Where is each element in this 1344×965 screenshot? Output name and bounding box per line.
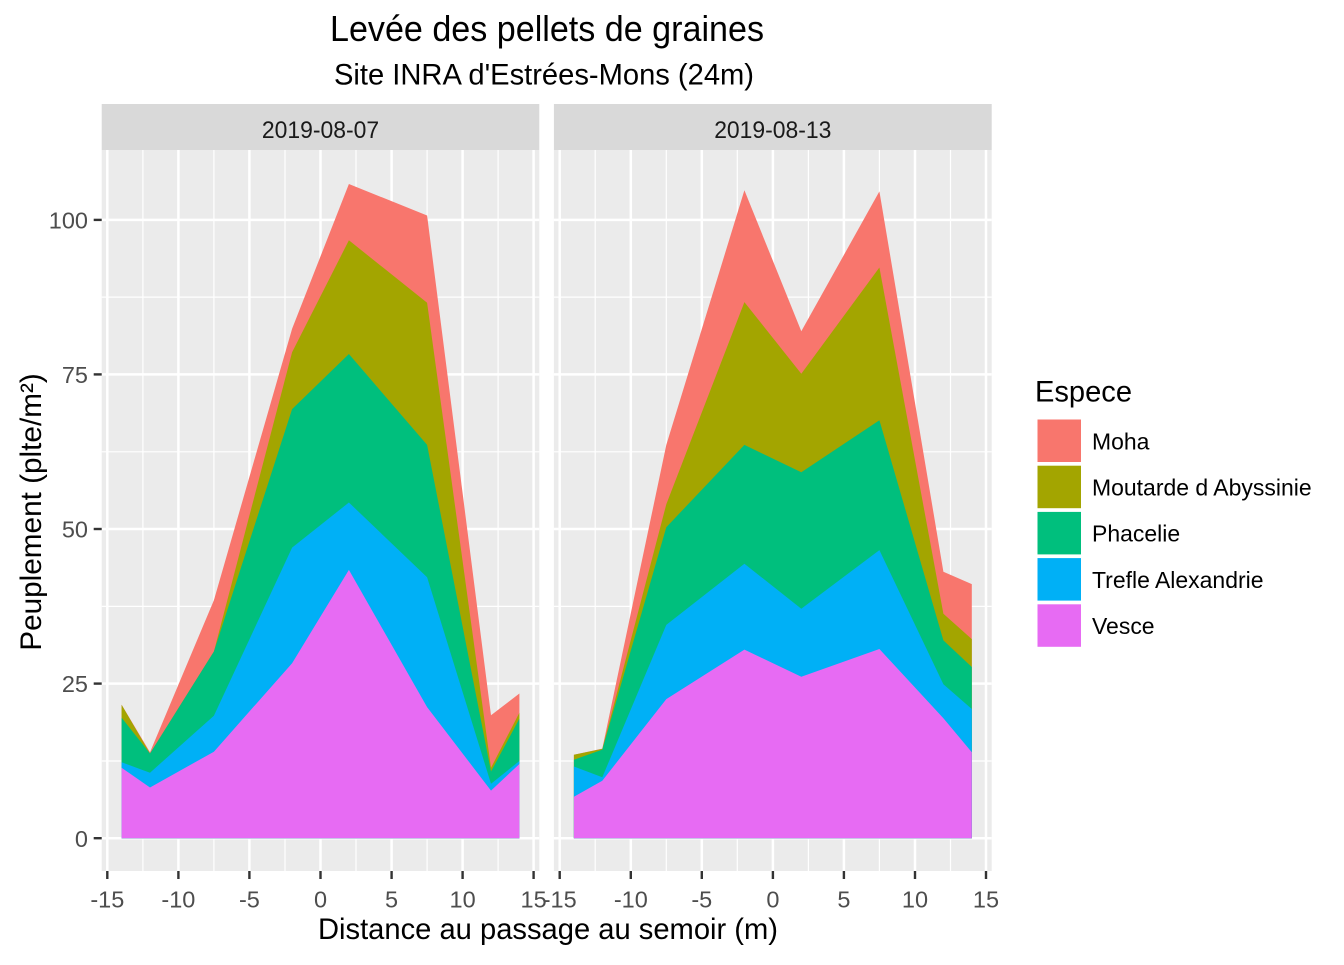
svg-text:5: 5: [837, 887, 850, 913]
svg-text:5: 5: [385, 887, 398, 913]
svg-text:-15: -15: [543, 887, 577, 913]
svg-text:-15: -15: [90, 887, 124, 913]
svg-text:25: 25: [62, 671, 88, 697]
svg-text:0: 0: [75, 826, 88, 852]
svg-text:Site INRA d'Estrées-Mons (24m): Site INRA d'Estrées-Mons (24m): [334, 59, 754, 92]
svg-text:15: 15: [973, 887, 999, 913]
svg-text:-5: -5: [239, 887, 260, 913]
svg-text:2019-08-13: 2019-08-13: [714, 118, 831, 144]
svg-text:0: 0: [314, 887, 327, 913]
svg-text:Moha: Moha: [1092, 428, 1150, 454]
svg-text:0: 0: [766, 887, 779, 913]
svg-text:Moutarde d Abyssinie: Moutarde d Abyssinie: [1092, 475, 1312, 501]
svg-text:15: 15: [521, 887, 547, 913]
svg-text:75: 75: [62, 362, 88, 388]
svg-text:Phacelie: Phacelie: [1092, 521, 1180, 547]
svg-text:Vesce: Vesce: [1092, 613, 1155, 639]
svg-text:Distance au passage au semoir: Distance au passage au semoir (m): [318, 913, 778, 946]
svg-text:100: 100: [49, 207, 88, 233]
svg-text:Levée des pellets de graines: Levée des pellets de graines: [330, 8, 764, 49]
svg-text:-5: -5: [691, 887, 712, 913]
svg-text:50: 50: [62, 517, 88, 543]
svg-text:10: 10: [902, 887, 928, 913]
svg-text:10: 10: [450, 887, 476, 913]
svg-text:Trefle Alexandrie: Trefle Alexandrie: [1092, 567, 1264, 593]
svg-text:Espece: Espece: [1035, 376, 1132, 409]
svg-text:Peuplement (plte/m²): Peuplement (plte/m²): [15, 373, 48, 651]
svg-text:2019-08-07: 2019-08-07: [262, 118, 379, 144]
svg-text:-10: -10: [161, 887, 195, 913]
svg-text:-10: -10: [614, 887, 648, 913]
